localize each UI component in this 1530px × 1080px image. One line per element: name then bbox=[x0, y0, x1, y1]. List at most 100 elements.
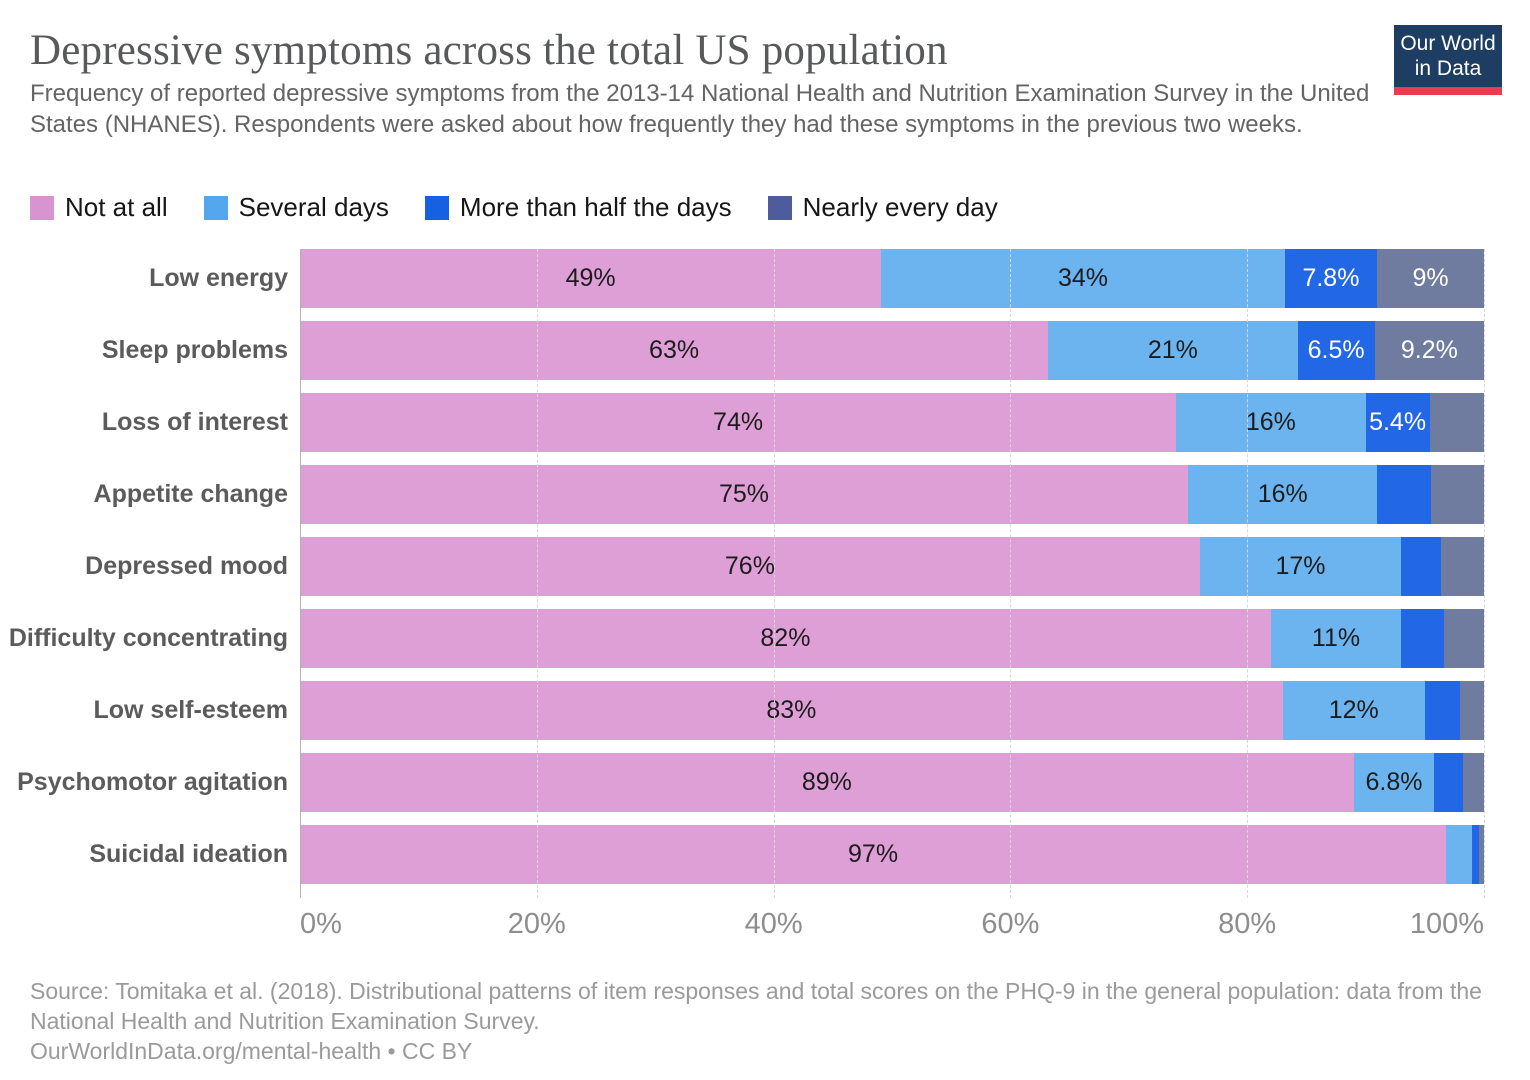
category-label: Difficulty concentrating bbox=[8, 624, 288, 652]
bar-value-label: 82% bbox=[760, 624, 811, 652]
bar-value-label: 89% bbox=[801, 768, 852, 796]
bar-segment bbox=[1424, 681, 1461, 740]
bar-segment bbox=[1430, 465, 1484, 524]
bar-segment: 97% bbox=[300, 825, 1447, 884]
bar-track: 82% 11% bbox=[300, 609, 1484, 668]
legend-label: Nearly every day bbox=[802, 192, 998, 222]
bar-value-label: 75% bbox=[718, 480, 770, 508]
bar-segment bbox=[1377, 465, 1431, 524]
bar-track: 83% 12% bbox=[300, 681, 1484, 740]
bar-segment: 74% bbox=[300, 393, 1177, 452]
bar-segment: 76% bbox=[300, 537, 1200, 596]
gridline bbox=[1484, 249, 1485, 898]
bar-value-label: 6.8% bbox=[1365, 768, 1423, 796]
bar-row: Difficulty concentrating 82% 11% bbox=[9, 609, 1484, 668]
bar-rows: Low energy 49% 34% 7.8% 9% Sleep problems 63% 2… bbox=[9, 249, 1484, 884]
bar-value-label: 6.5% bbox=[1307, 336, 1365, 364]
owid-logo: Our World in Data bbox=[1394, 25, 1502, 95]
bar-segment bbox=[1446, 825, 1473, 884]
legend-label: Several days bbox=[238, 192, 389, 222]
bar-segment bbox=[1429, 393, 1484, 452]
x-axis-label: 40% bbox=[744, 908, 803, 940]
bar-segment: 21% bbox=[1048, 321, 1298, 380]
legend-label: Not at all bbox=[65, 192, 168, 222]
gridline bbox=[536, 249, 538, 898]
bar-row: Depressed mood 76% 17% bbox=[85, 537, 1484, 596]
x-axis-label: 100% bbox=[1409, 908, 1484, 940]
bar-row: Loss of interest 74% 16% 5.4% bbox=[102, 393, 1484, 452]
bar-row: Suicidal ideation 97% bbox=[89, 825, 1484, 884]
bar-track: 49% 34% 7.8% 9% bbox=[300, 249, 1484, 308]
bar-value-label: 74% bbox=[713, 408, 764, 436]
x-axis-label: 20% bbox=[507, 908, 566, 940]
category-label: Depressed mood bbox=[85, 552, 288, 580]
gridline bbox=[1010, 249, 1012, 898]
legend-swatch-icon bbox=[424, 195, 449, 220]
bar-track: 63% 21% 6.5% 9.2% bbox=[300, 321, 1484, 380]
footer: Source: Tomitaka et al. (2018). Distribu… bbox=[30, 976, 1502, 1066]
bar-segment: 16% bbox=[1176, 393, 1366, 452]
legend-swatch-icon bbox=[203, 195, 228, 220]
bar-segment bbox=[1443, 609, 1484, 668]
bar-segment: 49% bbox=[300, 249, 882, 308]
bar-value-label: 83% bbox=[766, 696, 817, 724]
bar-value-label: 9% bbox=[1412, 264, 1449, 292]
bar-segment: 34% bbox=[881, 249, 1285, 308]
legend-swatch-icon bbox=[30, 195, 54, 220]
bar-segment bbox=[1472, 825, 1480, 884]
category-label: Appetite change bbox=[93, 480, 288, 508]
legend-swatch-icon bbox=[767, 195, 792, 220]
bar-value-label: 5.4% bbox=[1369, 408, 1427, 436]
bar-segment: 11% bbox=[1270, 609, 1402, 668]
license-note: OurWorldInData.org/mental-health • CC BY bbox=[30, 1038, 473, 1064]
category-label: Psychomotor agitation bbox=[17, 768, 288, 796]
category-label: Sleep problems bbox=[101, 336, 288, 364]
bar-row: Sleep problems 63% 21% 6.5% 9.2% bbox=[102, 321, 1484, 380]
bar-value-label: 16% bbox=[1257, 480, 1308, 508]
bar-segment: 16% bbox=[1188, 465, 1378, 524]
bar-track: 74% 16% 5.4% bbox=[300, 393, 1484, 452]
legend-item: More than half the days bbox=[424, 192, 732, 223]
bar-segment bbox=[1441, 537, 1484, 596]
bar-segment bbox=[1401, 609, 1444, 668]
bar-segment: 82% bbox=[300, 609, 1271, 668]
bar-value-label: 76% bbox=[724, 552, 775, 580]
bar-value-label: 63% bbox=[649, 336, 700, 364]
bar-value-label: 97% bbox=[848, 840, 899, 868]
bar-value-label: 16% bbox=[1245, 408, 1296, 436]
bar-segment bbox=[1460, 681, 1484, 740]
category-label: Low self-esteem bbox=[93, 696, 288, 724]
bar-value-label: 49% bbox=[565, 264, 616, 292]
legend-item: Nearly every day bbox=[767, 192, 998, 223]
bar-row: Low energy 49% 34% 7.8% 9% bbox=[149, 249, 1484, 308]
stacked-bar-chart: Low energy 49% 34% 7.8% 9% Sleep problems 63% 2… bbox=[9, 249, 1485, 940]
axis-zero-line bbox=[300, 249, 301, 898]
legend: Not at all Several days More than half the… bbox=[30, 192, 998, 223]
owid-logo-box: Our World in Data bbox=[1394, 25, 1502, 87]
bar-track: 97% bbox=[300, 825, 1484, 884]
gridline bbox=[1247, 249, 1249, 898]
bar-value-label: 11% bbox=[1311, 624, 1361, 652]
bar-value-label: 7.8% bbox=[1302, 264, 1360, 292]
bar-segment: 9.2% bbox=[1374, 321, 1484, 380]
x-axis-label: 0% bbox=[300, 908, 342, 940]
legend-item: Several days bbox=[203, 192, 389, 223]
gridline bbox=[773, 249, 775, 898]
bar-segment: 83% bbox=[300, 681, 1283, 740]
bar-track: 75% 16% bbox=[300, 465, 1484, 524]
chart-subtitle: Frequency of reported depressive symptom… bbox=[30, 80, 1370, 138]
bar-segment: 12% bbox=[1282, 681, 1425, 740]
bar-segment: 9% bbox=[1377, 249, 1484, 308]
bar-segment bbox=[1434, 753, 1463, 812]
bar-segment: 89% bbox=[300, 753, 1354, 812]
owid-logo-red-strip bbox=[1394, 87, 1502, 95]
bar-value-label: 9.2% bbox=[1400, 336, 1458, 364]
bar-segment: 5.4% bbox=[1365, 393, 1430, 452]
category-label: Loss of interest bbox=[101, 408, 288, 436]
bar-segment: 6.8% bbox=[1353, 753, 1435, 812]
page-title: Depressive symptoms across the total US … bbox=[30, 27, 948, 74]
category-label: Low energy bbox=[149, 264, 288, 292]
bar-segment: 17% bbox=[1199, 537, 1402, 596]
owid-logo-line2: in Data bbox=[1414, 57, 1482, 80]
